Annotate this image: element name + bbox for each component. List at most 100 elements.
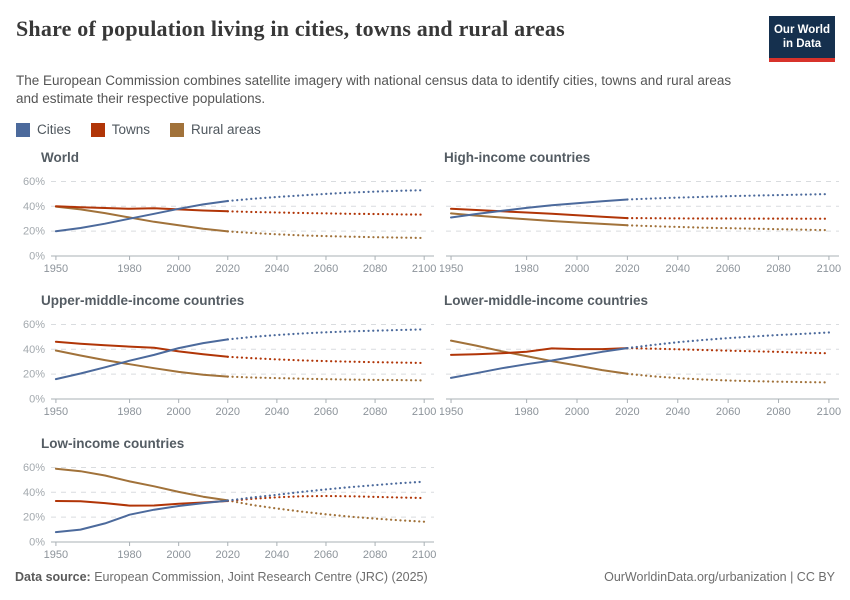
chart-svg: 0% 20% 40% 60% 1950 1980 2000 2020 2040 2060 2080 2… xyxy=(23,319,436,418)
chart-canvas-world: 0% 20% 40% 60% 1950 1980 2000 2020 2040 2060 2080 2… xyxy=(15,168,440,280)
svg-text:2020: 2020 xyxy=(615,406,639,418)
svg-text:2060: 2060 xyxy=(716,263,740,275)
series-towns xyxy=(54,494,426,507)
page-title: Share of population living in cities, to… xyxy=(16,16,565,41)
x-axis: 1950 1980 2000 2020 2040 2060 2080 2100 xyxy=(440,255,841,275)
svg-text:2040: 2040 xyxy=(666,406,690,418)
svg-text:2080: 2080 xyxy=(363,549,387,561)
svg-text:2040: 2040 xyxy=(666,263,690,275)
series-rural xyxy=(54,467,426,523)
svg-text:60%: 60% xyxy=(23,319,45,331)
svg-text:1980: 1980 xyxy=(117,406,141,418)
gridlines xyxy=(446,180,839,232)
towns-swatch-icon xyxy=(90,122,105,137)
chart-title-low-income: Low-income countries xyxy=(41,436,185,451)
gridlines: 0% 20% 40% 60% xyxy=(23,319,434,406)
svg-text:1950: 1950 xyxy=(440,406,463,418)
data-source-label: Data source: xyxy=(15,570,91,584)
svg-text:2020: 2020 xyxy=(216,263,240,275)
chart-svg: 0% 20% 40% 60% 1950 1980 2000 2020 2040 2060 2080 2… xyxy=(23,176,436,275)
svg-text:2040: 2040 xyxy=(265,263,289,275)
svg-text:2080: 2080 xyxy=(766,406,790,418)
svg-text:2060: 2060 xyxy=(314,263,338,275)
series-cities xyxy=(450,193,830,219)
svg-text:0%: 0% xyxy=(29,537,45,549)
svg-text:40%: 40% xyxy=(23,201,45,213)
legend-item-towns[interactable]: Towns xyxy=(90,122,151,137)
series-cities xyxy=(54,189,426,233)
chart-low-income: Low-income countries 0% 20% 40% 60% 1950 1980… xyxy=(15,436,440,568)
series-towns xyxy=(54,340,426,365)
x-axis: 1950 1980 2000 2020 2040 2060 2080 2100 xyxy=(440,398,841,418)
cities-swatch-icon xyxy=(16,122,30,137)
chart-title-world: World xyxy=(41,150,79,165)
x-axis: 1950 1980 2000 2020 2040 2060 2080 2100 xyxy=(44,255,436,275)
svg-text:2100: 2100 xyxy=(817,406,841,418)
chart-lower-middle-income: Lower-middle-income countries 1950 1980 20… xyxy=(440,293,845,425)
svg-text:0%: 0% xyxy=(29,394,45,406)
series-towns xyxy=(54,205,426,216)
svg-text:2000: 2000 xyxy=(166,406,190,418)
svg-text:20%: 20% xyxy=(23,512,45,524)
svg-text:1950: 1950 xyxy=(44,406,68,418)
x-axis: 1950 1980 2000 2020 2040 2060 2080 2100 xyxy=(44,541,436,561)
svg-text:2100: 2100 xyxy=(412,549,436,561)
chart-high-income: High-income countries 1950 1980 2000 2020 20… xyxy=(440,150,845,282)
svg-text:2000: 2000 xyxy=(166,549,190,561)
svg-text:2080: 2080 xyxy=(766,263,790,275)
chart-svg: 1950 1980 2000 2020 2040 2060 2080 2100 xyxy=(440,323,841,418)
svg-text:2060: 2060 xyxy=(314,549,338,561)
owid-logo[interactable]: Our World in Data xyxy=(769,16,835,62)
svg-text:40%: 40% xyxy=(23,487,45,499)
chart-world: World 0% 20% 40% 60% 1950 1980 2000 2020 2040 206… xyxy=(15,150,440,282)
legend-label-towns: Towns xyxy=(111,122,151,137)
chart-canvas-upper-middle-income: 0% 20% 40% 60% 1950 1980 2000 2020 2040 2060 2080 2… xyxy=(15,311,440,423)
svg-text:2100: 2100 xyxy=(412,263,436,275)
legend-item-rural[interactable]: Rural areas xyxy=(170,122,261,137)
svg-text:2060: 2060 xyxy=(314,406,338,418)
svg-text:2020: 2020 xyxy=(216,549,240,561)
chart-canvas-low-income: 0% 20% 40% 60% 1950 1980 2000 2020 2040 2060 2080 2… xyxy=(15,454,440,566)
svg-text:1950: 1950 xyxy=(44,263,68,275)
svg-text:60%: 60% xyxy=(23,176,45,188)
footer: Data source: European Commission, Joint … xyxy=(15,570,835,586)
data-source-note: Data source: European Commission, Joint … xyxy=(15,570,428,584)
owid-logo-line1: Our World xyxy=(773,24,830,36)
svg-text:1950: 1950 xyxy=(44,549,68,561)
legend-label-rural: Rural areas xyxy=(191,122,261,137)
svg-text:2080: 2080 xyxy=(363,263,387,275)
svg-text:2040: 2040 xyxy=(265,406,289,418)
legend-item-cities[interactable]: Cities xyxy=(16,122,71,137)
svg-text:2020: 2020 xyxy=(216,406,240,418)
chart-title-high-income: High-income countries xyxy=(444,150,591,165)
svg-text:1980: 1980 xyxy=(117,549,141,561)
legend: Cities Towns Rural areas xyxy=(16,122,835,137)
svg-text:2100: 2100 xyxy=(412,406,436,418)
chart-title-upper-middle-income: Upper-middle-income countries xyxy=(41,293,245,308)
owid-url-link[interactable]: OurWorldinData.org/urbanization | CC BY xyxy=(604,570,835,584)
chart-title-lower-middle-income: Lower-middle-income countries xyxy=(444,293,649,308)
chart-subtitle: The European Commission combines satelli… xyxy=(16,72,732,107)
owid-logo-text: Our World in Data xyxy=(769,16,835,58)
svg-text:2020: 2020 xyxy=(615,263,639,275)
series-rural xyxy=(54,349,426,382)
charts-grid: World 0% 20% 40% 60% 1950 1980 2000 2020 2040 206… xyxy=(15,150,841,568)
svg-text:2080: 2080 xyxy=(363,406,387,418)
gridlines: 0% 20% 40% 60% xyxy=(23,176,434,263)
series-towns xyxy=(450,346,830,356)
svg-text:2060: 2060 xyxy=(716,406,740,418)
svg-text:2000: 2000 xyxy=(565,263,589,275)
chart-svg: 0% 20% 40% 60% 1950 1980 2000 2020 2040 2060 2080 2… xyxy=(23,462,436,561)
svg-text:40%: 40% xyxy=(23,344,45,356)
svg-text:1980: 1980 xyxy=(514,406,538,418)
svg-text:1980: 1980 xyxy=(117,263,141,275)
owid-logo-line2: in Data xyxy=(782,38,822,51)
rural-swatch-icon xyxy=(170,122,185,137)
svg-text:1980: 1980 xyxy=(514,263,538,275)
chart-upper-middle-income: Upper-middle-income countries 0% 20% 40% 60… xyxy=(15,293,440,425)
chart-canvas-lower-middle-income: 1950 1980 2000 2020 2040 2060 2080 2100 xyxy=(440,311,845,423)
data-source-text: European Commission, Joint Research Cent… xyxy=(90,570,428,584)
chart-svg: 1950 1980 2000 2020 2040 2060 2080 2100 xyxy=(440,180,841,275)
series-rural xyxy=(54,205,426,240)
series-rural xyxy=(450,212,830,232)
